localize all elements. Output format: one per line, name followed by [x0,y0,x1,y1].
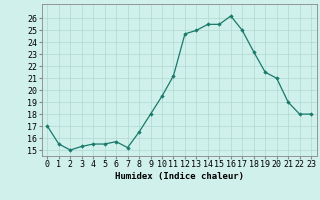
X-axis label: Humidex (Indice chaleur): Humidex (Indice chaleur) [115,172,244,181]
